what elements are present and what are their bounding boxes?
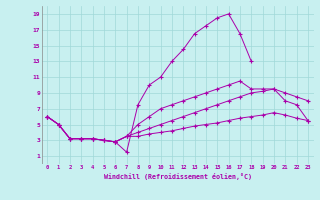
X-axis label: Windchill (Refroidissement éolien,°C): Windchill (Refroidissement éolien,°C) [104, 173, 252, 180]
